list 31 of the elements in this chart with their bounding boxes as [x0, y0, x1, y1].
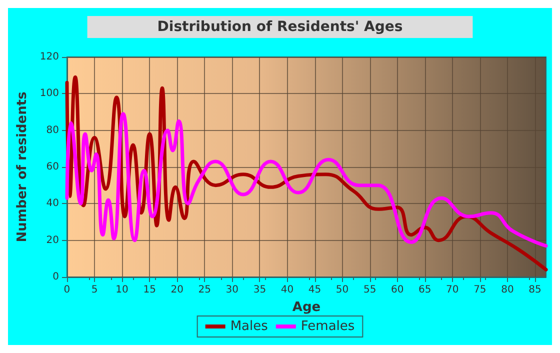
- x-tick-label: 35: [253, 284, 266, 296]
- x-tick-label: 20: [170, 284, 184, 296]
- y-tick-label: 60: [46, 162, 59, 172]
- x-tick-label: 65: [418, 284, 432, 296]
- x-tick-label: 70: [446, 284, 459, 296]
- x-tick-label: 25: [198, 284, 211, 296]
- y-tick-label: 80: [46, 124, 59, 136]
- x-tick-label: 50: [336, 284, 349, 296]
- y-tick-label: 100: [40, 88, 59, 100]
- legend-label: Females: [300, 319, 355, 334]
- x-tick-label: 30: [226, 284, 239, 296]
- y-axis-title: Number of residents: [15, 91, 30, 242]
- y-tick-label: 40: [46, 198, 59, 210]
- chart-title: Distribution of Residents' Ages: [157, 19, 403, 35]
- line-series: [65, 112, 548, 248]
- y-tick-label: 0: [52, 272, 59, 282]
- x-tick-label: 10: [116, 284, 128, 296]
- x-tick-label: 15: [143, 284, 156, 296]
- x-tick-label: 45: [308, 284, 322, 296]
- y-tick-label: 120: [40, 52, 59, 62]
- x-tick-label: 80: [501, 284, 514, 296]
- y-tick-label: 20: [46, 234, 59, 246]
- x-axis-title: Age: [292, 300, 321, 315]
- x-tick-label: 40: [280, 284, 294, 296]
- x-tick-label: 75: [474, 284, 486, 296]
- x-tick-label: 60: [390, 284, 404, 296]
- x-tick-label: 85: [528, 284, 542, 296]
- x-tick-label: 0: [64, 284, 70, 296]
- x-tick-label: 55: [363, 284, 376, 296]
- x-tick-label: 5: [91, 284, 98, 296]
- legend-label: Males: [230, 319, 268, 334]
